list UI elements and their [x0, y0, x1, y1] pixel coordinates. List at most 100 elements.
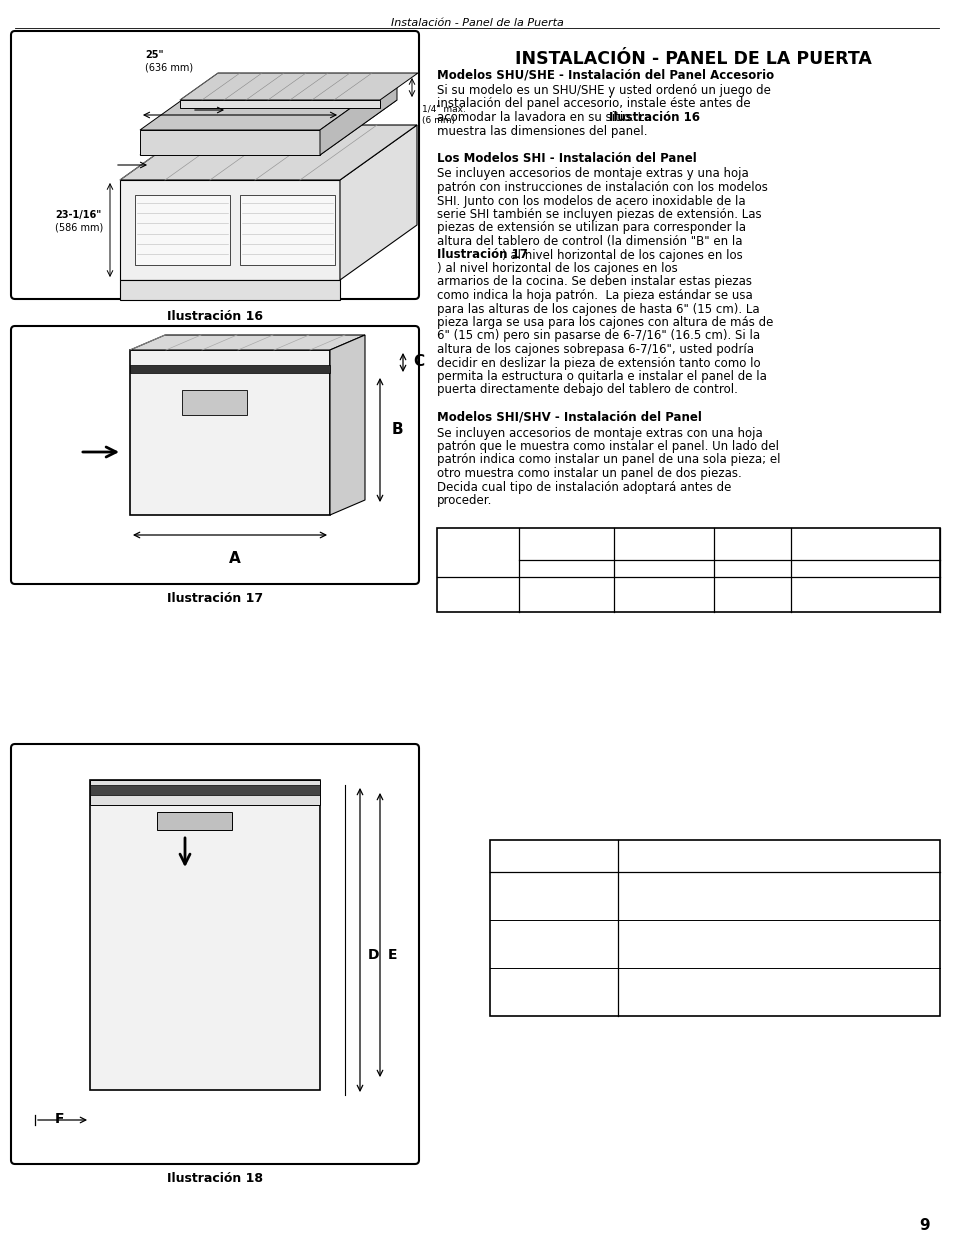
- Text: Si su modelo es un SHU/SHE y usted ordenó un juego de: Si su modelo es un SHU/SHE y usted orden…: [436, 84, 770, 98]
- Text: Los Modelos SHI - Instalación del Panel: Los Modelos SHI - Instalación del Panel: [436, 152, 696, 164]
- Text: Dimensión: Dimensión: [445, 548, 511, 558]
- Polygon shape: [140, 100, 396, 156]
- FancyBboxPatch shape: [11, 326, 418, 584]
- Bar: [490, 840, 939, 1016]
- Text: (8-18mm): (8-18mm): [540, 594, 592, 604]
- Text: puerta directamente debajo del tablero de control.: puerta directamente debajo del tablero d…: [436, 384, 737, 396]
- Text: Modelos SHI/SHV - Instalación del Panel: Modelos SHI/SHV - Instalación del Panel: [436, 410, 701, 424]
- Text: (SHI y SHV): (SHI y SHV): [519, 944, 587, 956]
- Text: E: E: [388, 948, 397, 962]
- Text: Dimensiones: Dimensiones: [514, 858, 594, 868]
- Text: Ilustración 18: Ilustración 18: [167, 1172, 263, 1186]
- Text: (SHI y SHV): (SHI y SHV): [519, 992, 587, 1004]
- Text: Estándar: Estándar: [538, 563, 594, 574]
- Text: Dimensiones del Panel: Dimensiones del Panel: [699, 851, 858, 864]
- Text: acomodar la lavadora en su sitio. La: acomodar la lavadora en su sitio. La: [436, 111, 655, 124]
- Text: 1/4" max.: 1/4" max.: [421, 105, 465, 114]
- Bar: [90, 781, 319, 805]
- Text: ) al nivel horizontal de los cajones en los: ) al nivel horizontal de los cajones en …: [501, 248, 742, 262]
- Polygon shape: [130, 335, 365, 350]
- Text: (6 mm): (6 mm): [421, 116, 455, 125]
- Text: D: D: [368, 948, 379, 962]
- Polygon shape: [120, 180, 339, 280]
- Text: Ilustración 16: Ilustración 16: [608, 111, 700, 124]
- Bar: [182, 390, 247, 415]
- Text: como indica la hoja patrón.  La pieza estándar se usa: como indica la hoja patrón. La pieza est…: [436, 289, 752, 303]
- Text: pieza larga se usa para los cajones con altura de más de: pieza larga se usa para los cajones con …: [436, 316, 773, 329]
- Text: 27 3/16" - 30 5/16": 27 3/16" - 30 5/16": [722, 930, 835, 944]
- Text: 11/16 - 1 1/8": 11/16 - 1 1/8": [627, 582, 700, 592]
- Polygon shape: [319, 75, 396, 156]
- Text: "C": "C": [855, 534, 874, 543]
- Bar: [90, 785, 319, 795]
- Bar: [130, 350, 330, 515]
- Polygon shape: [140, 75, 396, 130]
- Text: 23 3/16" - 23 3/8": 23 3/16" - 23 3/8": [726, 978, 831, 992]
- Bar: [130, 366, 330, 373]
- Text: 6" (15 cm) pero sin pasarse de 6-7/16" (16.5 cm). Si la: 6" (15 cm) pero sin pasarse de 6-7/16" (…: [436, 330, 760, 342]
- Text: armarios de la cocina. Se deben instalar estas piezas: armarios de la cocina. Se deben instalar…: [436, 275, 751, 289]
- Text: altura del tablero de control (la dimensión "B" en la: altura del tablero de control (la dimens…: [436, 235, 741, 248]
- Text: E: E: [550, 930, 558, 944]
- Text: Instalación - Panel de la Puerta: Instalación - Panel de la Puerta: [390, 19, 563, 28]
- Polygon shape: [339, 125, 416, 280]
- Polygon shape: [120, 125, 416, 180]
- Text: D  (SHI): D (SHI): [531, 884, 576, 898]
- Text: 9: 9: [919, 1218, 929, 1233]
- Text: (143 - 164mm): (143 - 164mm): [825, 594, 903, 604]
- Text: Ilustración 16: Ilustración 16: [167, 310, 263, 324]
- Text: A: A: [229, 551, 240, 566]
- Text: -- Ilus. 18 --: -- Ilus. 18 --: [517, 846, 590, 856]
- Text: SHI. Junto con los modelos de acero inoxidable de la: SHI. Junto con los modelos de acero inox…: [436, 194, 745, 207]
- Text: Max. - Min.: Max. - Min.: [581, 546, 650, 556]
- Text: INSTALACIÓN - PANEL DE LA PUERTA: INSTALACIÓN - PANEL DE LA PUERTA: [514, 49, 870, 68]
- Text: patrón con instrucciones de instalación con los modelos: patrón con instrucciones de instalación …: [436, 182, 767, 194]
- Text: C: C: [413, 354, 424, 369]
- Text: Modelos SHU/SHE - Instalación del Panel Accesorio: Modelos SHU/SHE - Instalación del Panel …: [436, 68, 773, 82]
- Text: permita la estructura o quitarla e instalar el panel de la: permita la estructura o quitarla e insta…: [436, 370, 766, 383]
- Text: F: F: [55, 1112, 65, 1126]
- Text: para las alturas de los cajones de hasta 6" (15 cm). La: para las alturas de los cajones de hasta…: [436, 303, 759, 315]
- Text: altura de los cajones sobrepasa 6-7/16", usted podría: altura de los cajones sobrepasa 6-7/16",…: [436, 343, 753, 356]
- Polygon shape: [140, 130, 319, 156]
- Text: Se incluyen accesorios de montaje extras y una hoja: Se incluyen accesorios de montaje extras…: [436, 168, 748, 180]
- Polygon shape: [180, 100, 379, 107]
- Text: SHI sólo: SHI sólo: [452, 584, 503, 595]
- Polygon shape: [180, 73, 417, 100]
- Text: 20 11/16" - 25": 20 11/16" - 25": [733, 883, 823, 895]
- Text: 25": 25": [145, 49, 163, 61]
- Polygon shape: [120, 280, 339, 300]
- Text: B: B: [392, 422, 403, 437]
- Text: decidir en deslizar la pieza de extensión tanto como lo: decidir en deslizar la pieza de extensió…: [436, 357, 760, 369]
- Polygon shape: [330, 335, 365, 515]
- Text: Extensión "A": Extensión "A": [574, 534, 659, 543]
- Text: (de 59 cm a 59.5 cm): (de 59 cm a 59.5 cm): [715, 992, 841, 1004]
- Text: 5/16 - 11/16": 5/16 - 11/16": [532, 582, 600, 592]
- Text: (de 52.5 cm a 63.5 cm): (de 52.5 cm a 63.5 cm): [709, 895, 847, 909]
- Text: serie SHI también se incluyen piezas de extensión. Las: serie SHI también se incluyen piezas de …: [436, 207, 760, 221]
- Bar: [240, 195, 335, 266]
- FancyBboxPatch shape: [11, 31, 418, 299]
- Text: muestra las dimensiones del panel.: muestra las dimensiones del panel.: [436, 125, 647, 137]
- Bar: [436, 527, 939, 611]
- Bar: [90, 781, 319, 1091]
- Text: F: F: [550, 978, 557, 992]
- Text: proceder.: proceder.: [436, 494, 492, 508]
- Text: instalación del panel accesorio, instale éste antes de: instalación del panel accesorio, instale…: [436, 98, 750, 110]
- Text: otro muestra como instalar un panel de dos piezas.: otro muestra como instalar un panel de d…: [436, 467, 741, 480]
- Text: patrón indica como instalar un panel de una sola pieza; el: patrón indica como instalar un panel de …: [436, 453, 780, 467]
- Text: Max.-Min.: Max.-Min.: [834, 546, 895, 556]
- Text: Ilustración 17: Ilustración 17: [436, 248, 527, 262]
- Text: Ilustración 17: Ilustración 17: [167, 592, 263, 605]
- Text: patrón que le muestra como instalar el panel. Un lado del: patrón que le muestra como instalar el p…: [436, 440, 779, 453]
- Text: (135mm): (135mm): [728, 594, 776, 604]
- Text: (de 69 cm a 77 cm): (de 69 cm a 77 cm): [720, 944, 836, 956]
- Bar: [135, 195, 230, 266]
- Text: (586 mm): (586 mm): [55, 222, 103, 232]
- Text: (636 mm): (636 mm): [145, 62, 193, 72]
- Text: "B": "B": [741, 541, 761, 551]
- Text: piezas de extensión se utilizan para corresponder la: piezas de extensión se utilizan para cor…: [436, 221, 745, 235]
- Text: (18 - 29mm): (18 - 29mm): [631, 594, 696, 604]
- FancyBboxPatch shape: [11, 743, 418, 1165]
- Text: 5 5/16: 5 5/16: [735, 582, 768, 592]
